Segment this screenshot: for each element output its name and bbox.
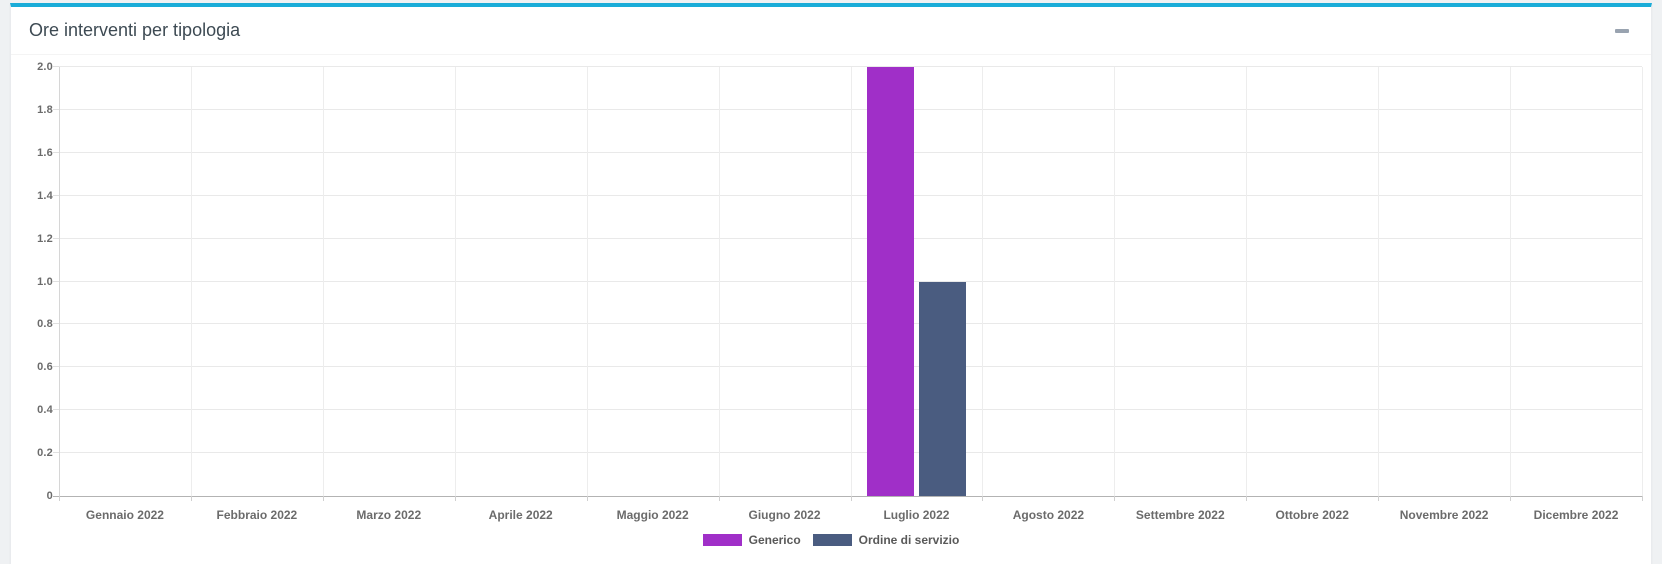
chart-legend: Generico Ordine di servizio [11,533,1651,547]
x-tick-mark [1114,496,1116,501]
y-tick-mark [53,151,59,153]
x-axis-tick-label: Marzo 2022 [356,508,422,522]
gridline-vertical [586,67,588,496]
x-tick-mark [1246,496,1248,501]
y-axis-tick-label: 0.6 [37,361,53,374]
gridline-vertical [718,67,720,496]
gridline-vertical [1114,67,1116,496]
x-axis-tick-label: Maggio 2022 [616,508,689,522]
gridline-horizontal [59,66,1642,67]
y-tick-mark [53,194,59,196]
y-tick-mark [53,496,59,497]
y-axis-tick-label: 0.4 [37,404,53,417]
x-axis-tick-label: Dicembre 2022 [1533,508,1619,522]
x-axis-tick-label: Gennaio 2022 [85,508,164,522]
x-tick-mark [59,496,60,501]
bar-ordine-di-servizio[interactable] [918,281,966,496]
y-axis-tick-label: 0.8 [37,318,53,331]
bar-generico[interactable] [866,67,914,496]
x-axis-tick-label: Luglio 2022 [883,508,950,522]
x-tick-mark [1510,496,1512,501]
y-tick-mark [53,409,59,411]
x-axis-tick-label: Aprile 2022 [488,508,553,522]
x-axis-tick-label: Settembre 2022 [1135,508,1225,522]
x-axis-tick-label: Giugno 2022 [748,508,821,522]
y-tick-mark [53,280,59,282]
gridline-vertical [322,67,324,496]
card-title: Ore interventi per tipologia [29,20,241,40]
x-tick-mark [1378,496,1380,501]
y-tick-mark [53,66,59,67]
legend-color-swatch [812,534,852,546]
card-header: Ore interventi per tipologia [11,7,1651,55]
x-tick-mark [322,496,324,501]
y-axis-tick-label: 1.2 [37,232,53,245]
x-tick-mark [718,496,720,501]
x-tick-mark [982,496,984,501]
legend-label: Generico [748,533,801,547]
x-tick-mark [190,496,192,501]
gridline-vertical [982,67,984,496]
y-tick-mark [53,108,59,110]
gridline-vertical [1510,67,1512,496]
y-axis-tick-label: 1.6 [37,146,53,159]
x-axis-tick-label: Novembre 2022 [1399,508,1489,522]
x-tick-mark [586,496,588,501]
x-tick-mark [1642,496,1643,501]
y-axis-tick-label: 1.4 [37,189,53,202]
legend-item-ordine-di-servizio[interactable]: Ordine di servizio [812,533,960,547]
legend-color-swatch [702,534,742,546]
collapse-button[interactable] [1611,20,1633,42]
legend-label: Ordine di servizio [858,533,960,547]
x-tick-mark [850,496,852,501]
gridline-vertical [1642,67,1643,496]
y-tick-mark [53,452,59,454]
y-tick-mark [53,366,59,368]
gridline-vertical [454,67,456,496]
gridline-vertical [1378,67,1380,496]
y-axis-tick-label: 1.0 [37,275,53,288]
gridline-vertical [190,67,192,496]
gridline-vertical [850,67,852,496]
bar-chart: 0 0.2 0.4 0.6 0.8 1.0 1.2 1.4 1.6 1.8 2.0 Gennaio … [11,55,1651,563]
gridline-vertical [59,67,60,496]
y-axis-tick-label: 0.2 [37,447,53,460]
minus-icon [1615,28,1629,33]
y-axis-tick-label: 2.0 [37,61,53,73]
gridline-vertical [1246,67,1248,496]
y-axis-tick-label: 1.8 [37,103,53,116]
plot-area [53,66,1643,501]
x-tick-mark [454,496,456,501]
x-axis-tick-label: Ottobre 2022 [1275,508,1349,522]
y-axis-tick-label: 0 [46,490,53,502]
y-tick-mark [53,237,59,239]
x-axis-tick-label: Febbraio 2022 [216,508,298,522]
x-axis-tick-label: Agosto 2022 [1012,508,1085,522]
legend-item-generico[interactable]: Generico [702,533,801,547]
y-tick-mark [53,323,59,325]
x-axis-labels: Gennaio 2022 Febbraio 2022 Marzo 2022 April… [59,508,1642,524]
y-axis-labels: 0 0.2 0.4 0.6 0.8 1.0 1.2 1.4 1.6 1.8 2.0 [11,61,53,502]
chart-card: Ore interventi per tipologia 0 0.2 0.4 0.6 0… [10,3,1652,564]
